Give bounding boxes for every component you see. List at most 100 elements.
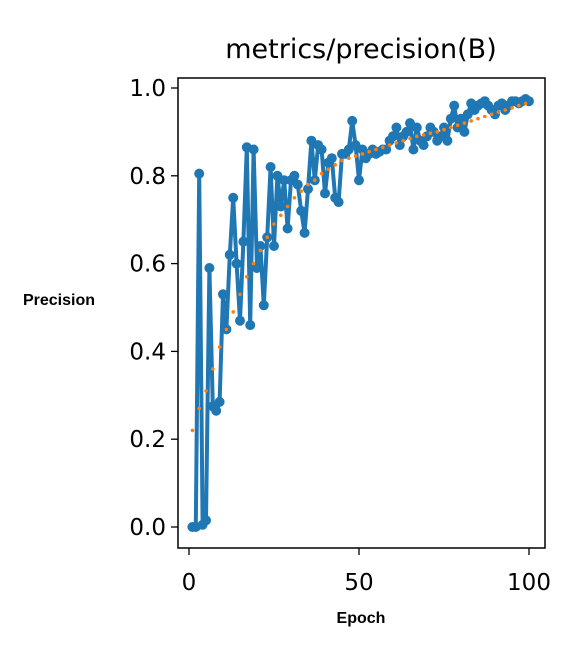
smooth-point <box>292 196 297 200</box>
smooth-point <box>204 389 208 393</box>
smooth-point <box>299 189 304 193</box>
smooth-point <box>401 138 406 143</box>
x-tick-label: 50 <box>344 570 373 596</box>
x-tick-label: 100 <box>507 570 551 596</box>
smooth-point <box>476 116 480 121</box>
smooth-point <box>455 123 460 128</box>
data-point <box>258 300 269 311</box>
smooth-point <box>306 182 310 187</box>
data-point <box>439 122 449 133</box>
data-point <box>292 179 303 190</box>
smooth-point <box>517 103 521 108</box>
data-point <box>296 205 307 216</box>
data-point <box>211 405 222 416</box>
data-point <box>252 263 262 273</box>
smooth-point <box>496 110 501 114</box>
y-tick-label: 0.8 <box>129 164 166 190</box>
smooth-point <box>428 131 433 135</box>
smooth-point <box>435 130 440 134</box>
data-point <box>333 197 344 208</box>
smooth-point <box>469 119 474 123</box>
smooth-point <box>353 154 358 158</box>
data-point <box>459 126 470 137</box>
data-point <box>245 320 256 331</box>
data-point <box>265 162 276 172</box>
data-point <box>303 184 313 194</box>
y-axis: 0.0 0.2 0.4 0.6 0.8 1.0 <box>129 76 178 541</box>
smooth-point <box>197 406 201 411</box>
y-tick-label: 0.6 <box>129 252 166 278</box>
data-point <box>401 126 412 137</box>
smooth-point <box>510 106 514 110</box>
smooth-point <box>367 149 372 154</box>
data-point <box>388 131 398 142</box>
smooth-point <box>245 275 249 279</box>
data-point <box>204 263 215 273</box>
data-point <box>418 140 429 151</box>
smooth-point <box>415 134 419 139</box>
smooth-point <box>313 178 317 182</box>
data-point <box>248 144 259 155</box>
smooth-point <box>381 145 385 150</box>
data-point <box>347 115 358 126</box>
smooth-point <box>449 125 453 130</box>
smooth-point <box>387 143 392 147</box>
smooth-point <box>347 156 351 160</box>
smooth-point <box>421 133 426 137</box>
y-tick-label: 0.2 <box>129 427 166 453</box>
data-point <box>275 201 286 212</box>
y-axis-label: Precision <box>23 292 95 309</box>
smooth-point <box>462 121 467 125</box>
data-point <box>224 249 235 260</box>
data-point <box>408 144 419 155</box>
smooth-point <box>258 248 263 253</box>
data-point <box>299 227 310 238</box>
chart-title: metrics/precision(B) <box>225 34 497 65</box>
data-point <box>255 241 266 251</box>
smooth-point <box>190 428 195 433</box>
data-point <box>320 188 330 199</box>
data-point <box>316 144 327 155</box>
data-point <box>445 113 456 124</box>
data-point <box>194 168 205 179</box>
smooth-point <box>238 292 242 297</box>
y-tick-label: 0.4 <box>129 339 166 365</box>
data-point <box>282 223 293 234</box>
smooth-point <box>489 112 494 117</box>
data-point <box>214 396 225 407</box>
data-point <box>326 153 337 164</box>
smooth-point <box>374 147 378 152</box>
smooth-point <box>523 101 528 106</box>
smooth-point <box>319 171 324 176</box>
smooth-point <box>251 261 256 266</box>
smooth-point <box>483 114 487 119</box>
smooth-point <box>224 327 229 332</box>
smooth-point <box>279 213 283 218</box>
data-point <box>235 315 245 326</box>
data-point <box>238 236 249 247</box>
x-axis-label: Epoch <box>337 610 386 627</box>
smooth-point <box>340 158 344 163</box>
data-point <box>442 135 453 146</box>
data-point <box>269 241 279 251</box>
data-point <box>228 192 239 203</box>
data-point <box>449 100 460 111</box>
plot-frame <box>177 77 546 549</box>
data-point <box>354 175 364 186</box>
smooth-point <box>217 345 222 349</box>
smooth-point <box>285 204 290 209</box>
smooth-point <box>408 136 412 141</box>
data-point <box>231 258 242 269</box>
data-point <box>201 515 211 526</box>
data-point <box>391 122 402 133</box>
plot-area <box>187 94 534 532</box>
y-tick-label: 0.0 <box>129 515 166 541</box>
data-point <box>411 122 422 133</box>
data-point <box>289 170 300 181</box>
y-tick-label: 1.0 <box>129 76 166 102</box>
smooth-point <box>265 235 270 240</box>
data-point <box>218 289 228 300</box>
smooth-point <box>442 127 446 132</box>
smooth-point <box>326 167 331 171</box>
